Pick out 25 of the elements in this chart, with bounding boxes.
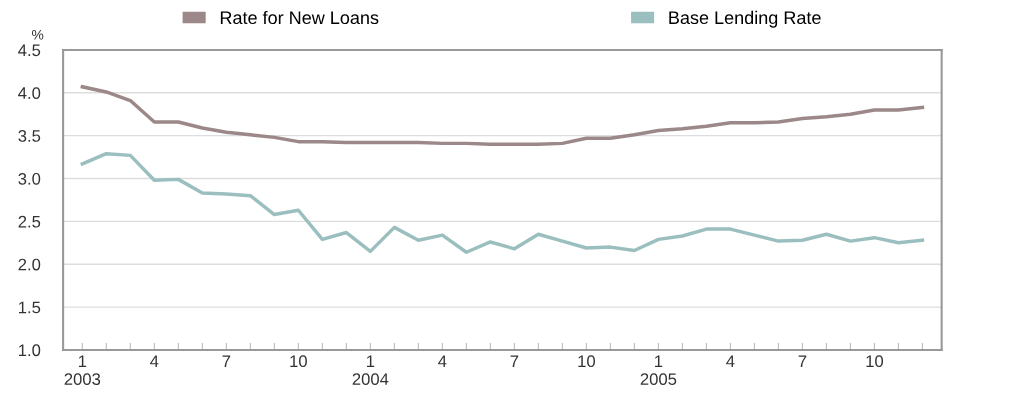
legend-label: Base Lending Rate (669, 10, 821, 28)
x-tick-label: 10 (866, 355, 884, 368)
y-tick-label: 3.0 (18, 172, 41, 185)
x-tick-label: 10 (290, 355, 307, 368)
x-tick-label: 4 (150, 355, 159, 367)
line-series (80, 151, 925, 254)
y-tick-label: 1.0 (19, 344, 41, 357)
x-tick-label: 1 2005 (640, 355, 677, 386)
y-tick-label: 4.0 (18, 87, 41, 99)
y-axis-title: % (31, 29, 44, 40)
x-tick-label: 7 (798, 355, 807, 367)
y-tick-label: 1.5 (19, 301, 41, 314)
legend-label: Rate for New Loans (220, 10, 379, 25)
y-tick-label: 2.0 (18, 258, 41, 271)
x-tick-label: 4 (438, 355, 447, 367)
y-tick-label: 4.5 (18, 44, 41, 57)
x-tick-label: 1 2004 (352, 355, 389, 386)
x-tick-label: 7 (222, 355, 231, 367)
y-tick-label: 3.5 (18, 130, 41, 142)
y-tick-label: 2.5 (18, 215, 41, 228)
line-series (80, 85, 925, 146)
x-tick-label: 1 2003 (64, 355, 101, 386)
x-tick-label: 4 (726, 355, 735, 367)
x-tick-label: 7 (510, 355, 519, 367)
x-tick-label: 10 (578, 355, 596, 368)
